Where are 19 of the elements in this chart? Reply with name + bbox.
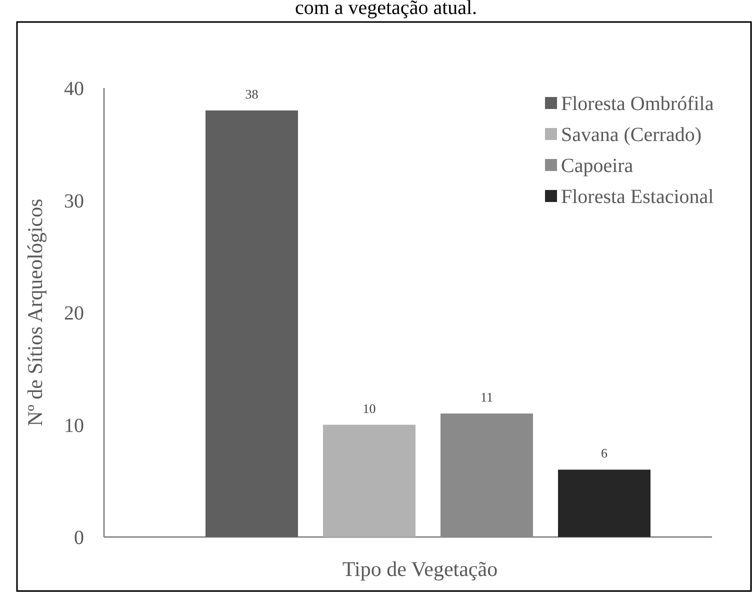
y-tick-label: 30 [64, 190, 84, 212]
data-label: 38 [245, 86, 258, 102]
bar [206, 110, 298, 537]
y-axis-title: Nº de Sítios Arqueológicos [23, 198, 47, 426]
bar [323, 424, 416, 537]
y-tick-label: 0 [74, 527, 84, 549]
data-label: 11 [480, 390, 494, 405]
legend-label: Capoeira [561, 155, 634, 177]
legend-label: Savana (Cerrado) [561, 124, 702, 146]
y-tick-label: 40 [64, 78, 84, 100]
data-label: 6 [601, 446, 608, 461]
y-tick-label: 10 [64, 414, 84, 437]
chart-title: com a vegetação atual. [294, 0, 478, 19]
y-tick-label: 20 [64, 302, 84, 324]
x-axis-title: Tipo de Vegetação [342, 557, 498, 581]
legend-label: Floresta Ombrófila [561, 93, 714, 115]
bar [558, 470, 650, 537]
data-label: 10 [362, 400, 376, 416]
legend-label: Floresta Estacional [561, 186, 714, 208]
